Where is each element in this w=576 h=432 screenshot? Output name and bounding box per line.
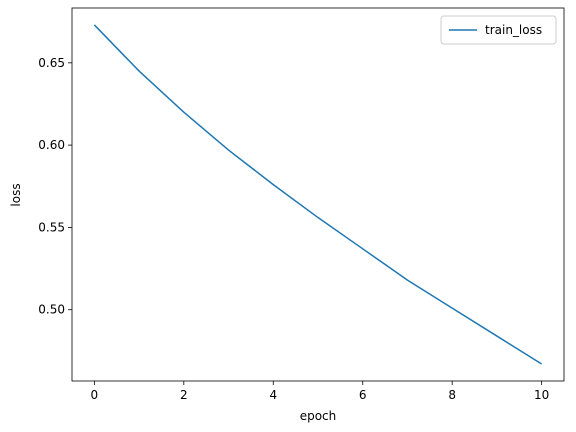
legend-box — [440, 15, 557, 45]
y-tick-label: 0.50 — [38, 303, 65, 317]
x-tick-label: 4 — [269, 388, 277, 402]
y-tick-label: 0.60 — [38, 138, 65, 152]
axes-frame — [71, 7, 565, 382]
y-tick-label: 0.65 — [38, 56, 65, 70]
x-tick-label: 0 — [91, 388, 99, 402]
legend-label: train_loss — [485, 23, 542, 37]
x-axis-label: epoch — [300, 409, 337, 423]
y-axis-label: loss — [9, 183, 23, 206]
x-tick-label: 10 — [534, 388, 549, 402]
y-tick-label: 0.55 — [38, 220, 65, 234]
line — [93, 24, 543, 365]
x-tick-label: 8 — [448, 388, 456, 402]
x-tick-label: 6 — [359, 388, 367, 402]
x-tick-label: 2 — [180, 388, 188, 402]
